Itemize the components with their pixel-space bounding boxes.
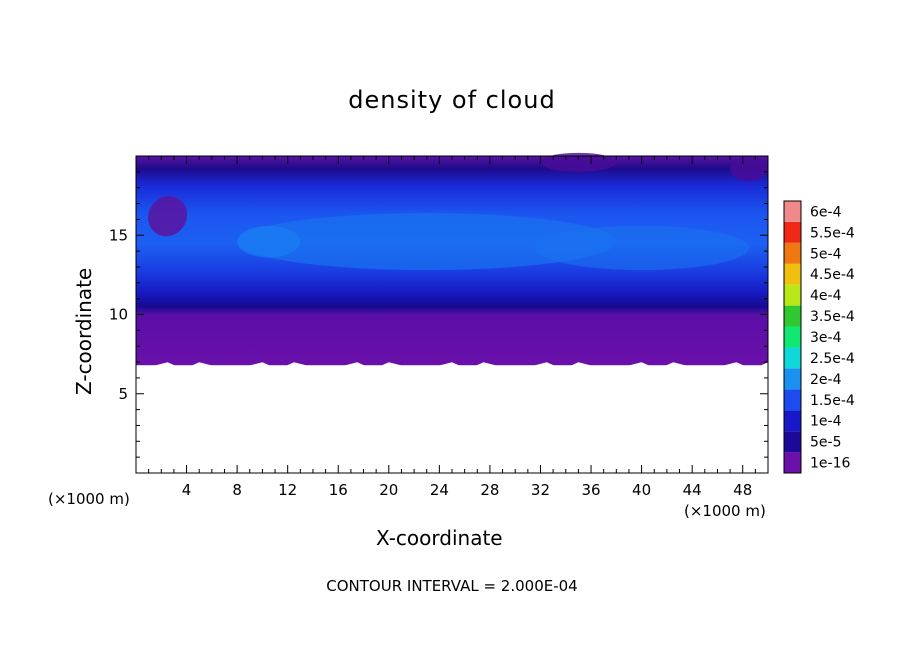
x-tick-label: 40: [632, 481, 651, 499]
x-tick-label: 4: [182, 481, 192, 499]
chart-title: density of cloud: [348, 86, 556, 114]
colorbar-label: 5e-4: [810, 246, 842, 262]
y-tick-label: 5: [118, 385, 128, 403]
colorbar-swatch: [784, 452, 801, 473]
no-cloud-region: [136, 362, 768, 473]
colorbar: 1e-16 5e-5 1e-4 1.5e-4 2e-4 2.5e-4 3e-4 3.5e-4 4…: [783, 200, 855, 474]
x-tick-label: 48: [733, 481, 752, 499]
colorbar-label: 5.5e-4: [810, 225, 855, 241]
colorbar-swatch: [784, 263, 801, 285]
x-tick-label: 44: [683, 481, 702, 499]
colorbar-label: 4.5e-4: [810, 267, 855, 283]
colorbar-swatch: [784, 326, 801, 348]
colorbar-swatch: [784, 347, 801, 369]
x-tick-label: 28: [480, 481, 499, 499]
colorbar-frame: [783, 200, 802, 474]
heatmap-core-region: [237, 225, 301, 258]
heatmap-low-pocket: [148, 196, 188, 237]
y-axis-label: Z-coordinate: [72, 267, 96, 395]
x-tick-label: 24: [430, 481, 449, 499]
colorbar-label: 5e-5: [810, 435, 841, 451]
colorbar-swatch: [784, 431, 801, 453]
x-unit-label: (×1000 m): [684, 502, 766, 520]
y-tick-label: 15: [109, 226, 128, 244]
heatmap-core-region: [534, 225, 750, 271]
x-tick-label: 20: [379, 481, 398, 499]
colorbar-label: 6e-4: [810, 204, 842, 220]
colorbar-swatch: [784, 221, 801, 243]
x-tick-label: 36: [581, 481, 600, 499]
colorbar-label: 1e-4: [810, 414, 842, 430]
colorbar-swatch: [784, 242, 801, 264]
colorbar-label: 4e-4: [810, 288, 842, 304]
contour-interval-note: CONTOUR INTERVAL = 2.000E-04: [326, 577, 578, 595]
heatmap-core-region: [237, 213, 617, 271]
x-tick-label: 16: [329, 481, 348, 499]
colorbar-swatch: [784, 368, 801, 390]
heatmap-low-pocket: [730, 156, 768, 182]
heatmap-field: [136, 152, 768, 473]
x-tick-label: 12: [278, 481, 297, 499]
colorbar-label: 3e-4: [810, 330, 842, 346]
colorbar-label: 1.5e-4: [810, 393, 855, 409]
colorbar-swatch: [784, 305, 801, 327]
colorbar-swatch: [784, 284, 801, 306]
colorbar-label: 3.5e-4: [810, 309, 855, 325]
colorbar-label: 1e-16: [810, 456, 850, 472]
y-tick-label: 10: [109, 306, 128, 324]
colorbar-swatch: [784, 389, 801, 411]
y-unit-label: (×1000 m): [48, 490, 130, 508]
colorbar-label: 2e-4: [810, 372, 842, 388]
x-tick-label: 8: [232, 481, 242, 499]
colorbar-swatch: [784, 410, 801, 432]
heatmap-low-pocket: [540, 152, 617, 172]
x-tick-label: 32: [531, 481, 550, 499]
x-axis-label: X-coordinate: [376, 526, 503, 550]
colorbar-label: 2.5e-4: [810, 351, 855, 367]
colorbar-swatch: [784, 201, 801, 222]
